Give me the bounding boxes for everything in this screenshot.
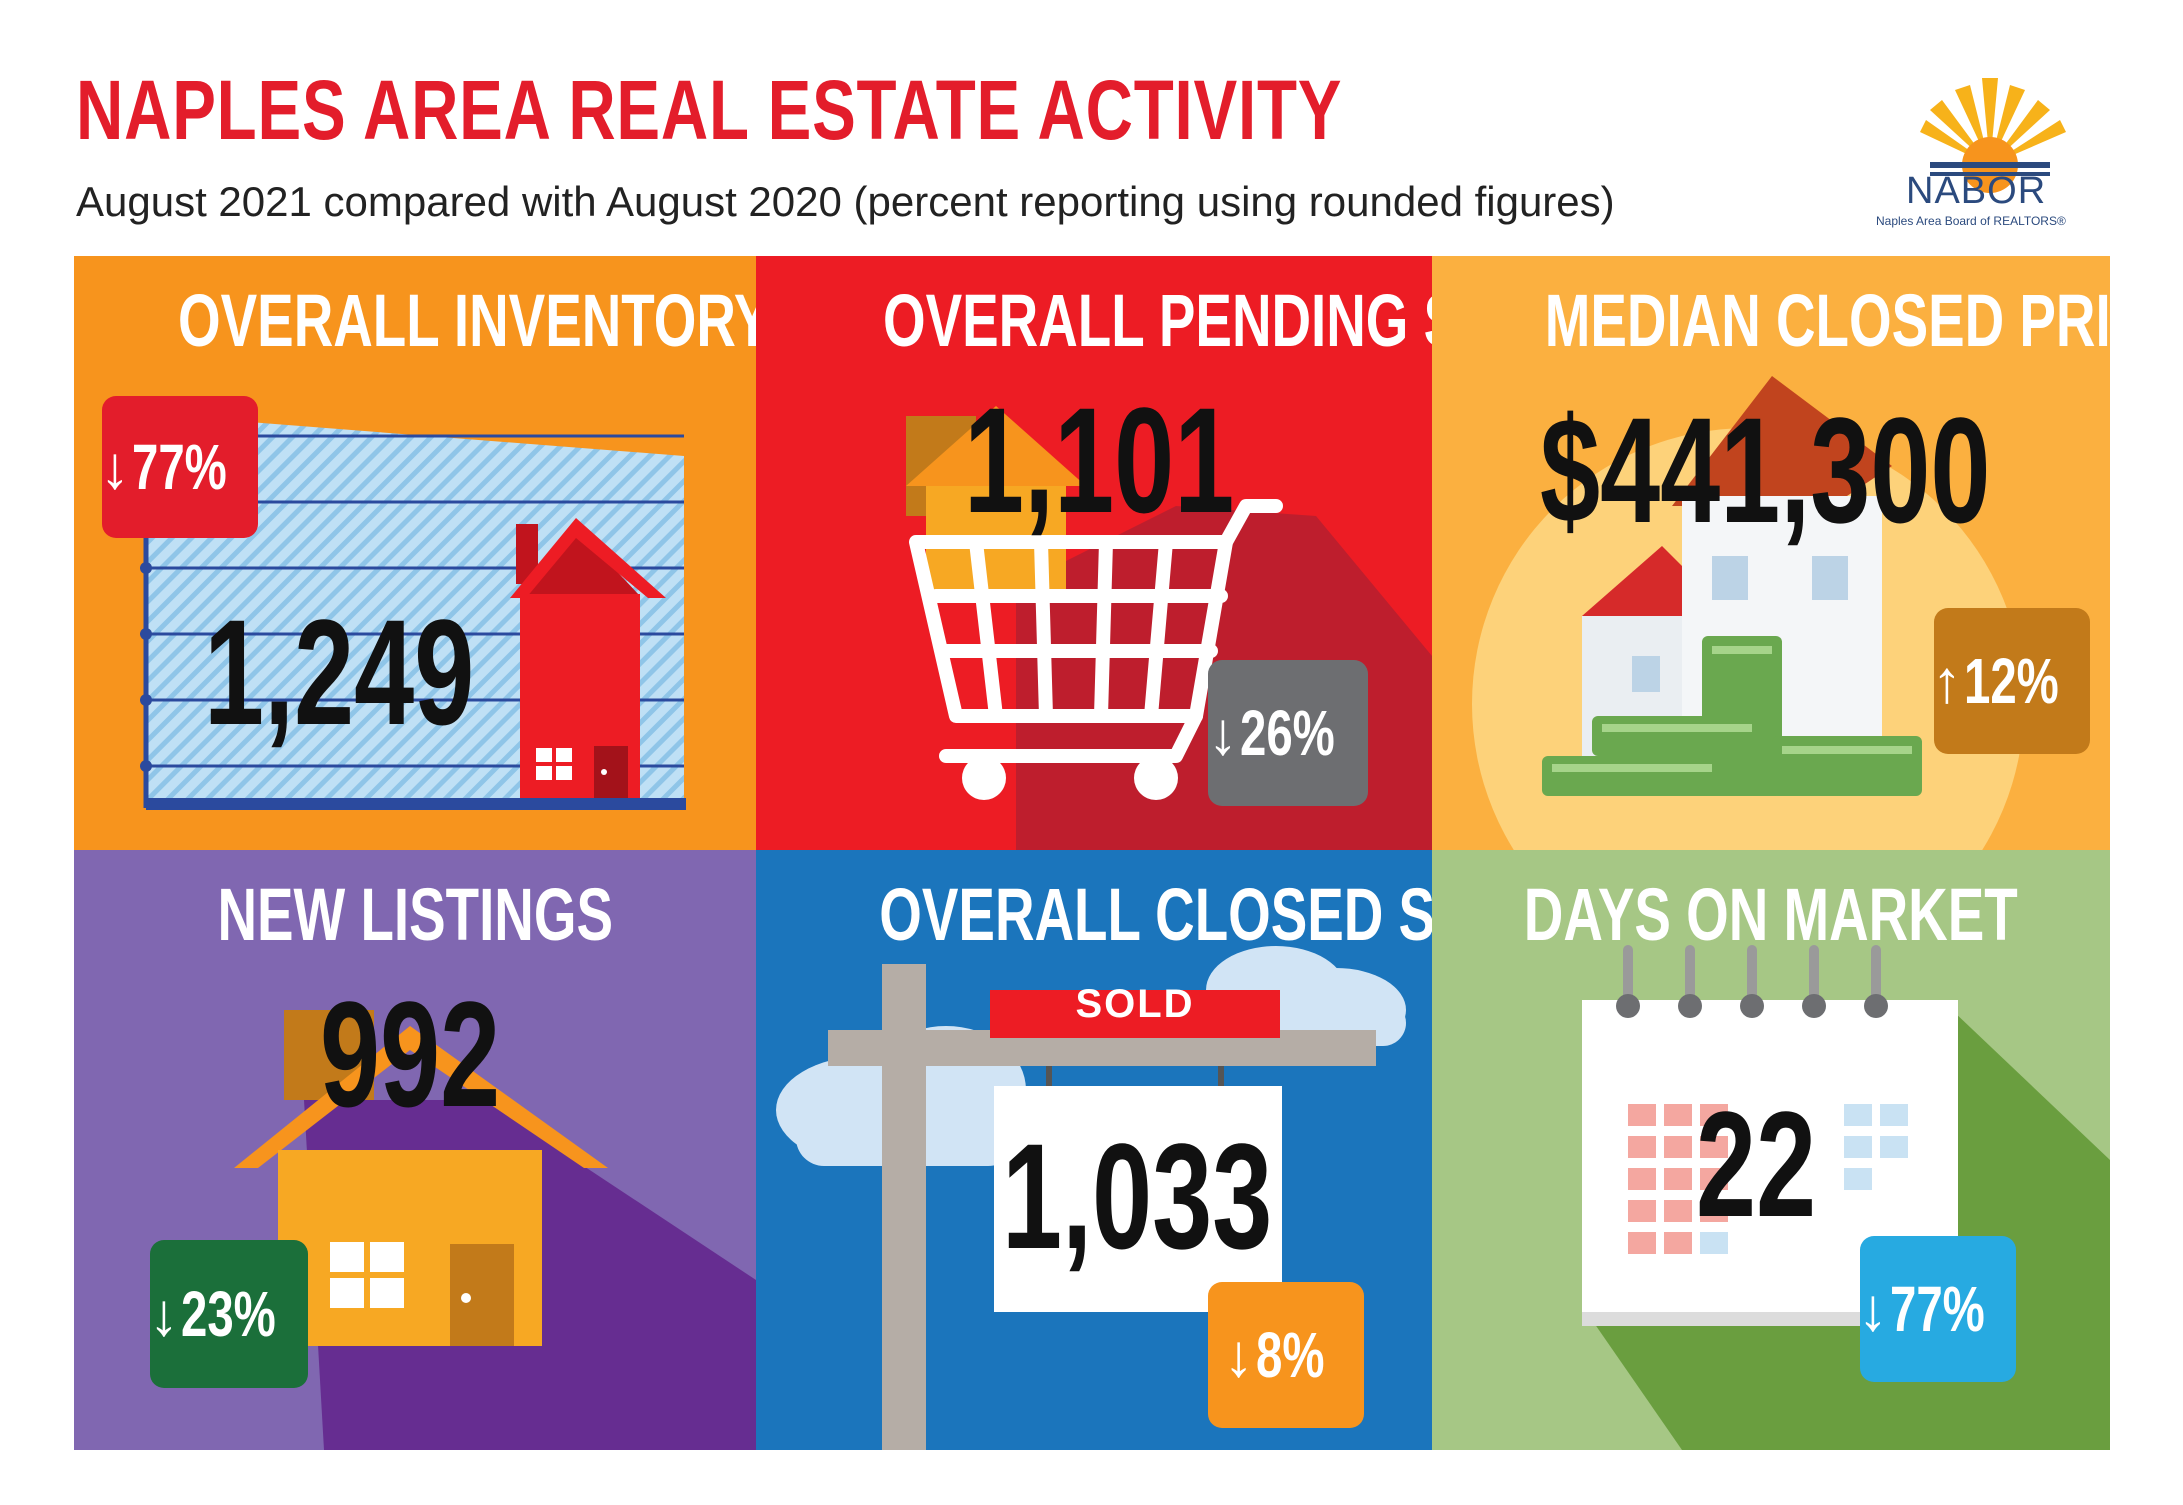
house-money-illustration xyxy=(1472,376,2024,850)
panel-days-on-market: DAYS ON MARKET 22 ↓ 77% xyxy=(1432,850,2110,1450)
panel-title-overall-pending-sales: OVERALL PENDING SALES xyxy=(883,279,1432,362)
sold-rider-text: SOLD xyxy=(1075,982,1195,1026)
days-on-market-change-badge: ↓ 77% xyxy=(1857,1236,2016,1382)
panel-overall-inventory: OVERALL INVENTORY 1,249 ↓ 77% xyxy=(74,256,756,850)
house-illustration xyxy=(234,1010,756,1450)
overall-closed-sales-change: 8% xyxy=(1255,1319,1325,1391)
overall-inventory-change: 77% xyxy=(131,431,227,503)
overall-inventory-value: 1,249 xyxy=(204,588,475,756)
panel-title-new-listings: NEW LISTINGS xyxy=(217,873,613,956)
arrow-down-icon: ↓ xyxy=(99,433,130,501)
median-closed-price-change-badge: ↑ 12% xyxy=(1931,608,2090,754)
panel-title-overall-inventory: OVERALL INVENTORY xyxy=(178,279,756,362)
logo-name: NABOR xyxy=(1906,170,2047,212)
arrow-down-icon: ↓ xyxy=(1207,699,1238,767)
sold-sign-illustration xyxy=(776,946,1406,1450)
new-listings-value: 992 xyxy=(320,970,501,1138)
arrow-down-icon: ↓ xyxy=(1223,1321,1254,1389)
panel-overall-pending-sales: OVERALL PENDING SALES 1,101 ↓ 26% xyxy=(756,256,1432,850)
nabor-logo xyxy=(1920,78,2066,193)
days-on-market-change: 77% xyxy=(1889,1273,1985,1345)
panel-title-days-on-market: DAYS ON MARKET xyxy=(1524,873,2018,956)
overall-pending-sales-value: 1,101 xyxy=(964,376,1235,544)
overall-inventory-change-badge: ↓ 77% xyxy=(99,396,258,538)
arrow-down-icon: ↓ xyxy=(148,1280,179,1348)
new-listings-change: 23% xyxy=(180,1278,276,1350)
panel-median-closed-price: MEDIAN CLOSED PRICE $441,300 ↑ 12% xyxy=(1432,256,2110,850)
arrow-up-icon: ↑ xyxy=(1931,647,1962,715)
page-title: NAPLES AREA REAL ESTATE ACTIVITY xyxy=(76,63,1343,157)
overall-closed-sales-value: 1,033 xyxy=(1002,1112,1273,1280)
median-closed-price-value: $441,300 xyxy=(1540,386,1991,554)
panel-title-median-closed-price: MEDIAN CLOSED PRICE xyxy=(1544,279,2110,362)
panel-title-overall-closed-sales: OVERALL CLOSED SALES xyxy=(879,873,1432,956)
arrow-down-icon: ↓ xyxy=(1857,1275,1888,1343)
overall-pending-sales-change-badge: ↓ 26% xyxy=(1208,660,1368,806)
overall-pending-sales-change: 26% xyxy=(1239,697,1335,769)
panel-new-listings: NEW LISTINGS 992 ↓ 23% xyxy=(74,850,756,1450)
panel-overall-closed-sales: SOLD OVERALL CLOSED SALES 1,033 ↓ 8% xyxy=(756,850,1432,1450)
median-closed-price-change: 12% xyxy=(1963,645,2059,717)
days-on-market-value: 22 xyxy=(1696,1080,1817,1248)
new-listings-change-badge: ↓ 23% xyxy=(148,1240,308,1388)
logo-tagline: Naples Area Board of REALTORS® xyxy=(1876,214,2066,228)
page-subtitle: August 2021 compared with August 2020 (p… xyxy=(76,178,1615,225)
overall-closed-sales-change-badge: ↓ 8% xyxy=(1208,1282,1364,1428)
